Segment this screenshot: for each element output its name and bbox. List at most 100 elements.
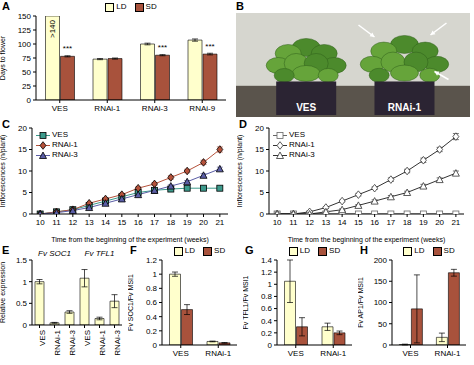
- svg-text:15: 15: [354, 218, 363, 227]
- svg-text:21: 21: [215, 218, 224, 227]
- svg-text:1: 1: [153, 270, 158, 279]
- svg-text:1.2: 1.2: [146, 256, 158, 265]
- svg-text:20: 20: [255, 124, 264, 133]
- svg-text:1.2: 1.2: [261, 268, 273, 277]
- svg-text:50: 50: [378, 320, 387, 329]
- svg-text:0.4: 0.4: [261, 317, 273, 326]
- svg-text:1: 1: [23, 278, 28, 287]
- svg-text:0.8: 0.8: [146, 284, 158, 293]
- svg-text:20: 20: [435, 218, 444, 227]
- svg-text:11: 11: [289, 218, 298, 227]
- svg-text:RNAi-1: RNAi-1: [435, 349, 461, 358]
- svg-text:0.6: 0.6: [146, 298, 158, 307]
- svg-text:0: 0: [260, 210, 265, 219]
- svg-text:10: 10: [36, 218, 45, 227]
- svg-text:10: 10: [273, 218, 282, 227]
- svg-text:11: 11: [52, 218, 61, 227]
- svg-text:25: 25: [22, 82, 31, 91]
- svg-text:0.5: 0.5: [16, 299, 28, 308]
- svg-text:VES: VES: [296, 102, 316, 113]
- svg-text:19: 19: [419, 218, 428, 227]
- svg-text:RNAi-1: RNAi-1: [388, 102, 422, 113]
- svg-text:Inflorescences (n/plant): Inflorescences (n/plant): [0, 135, 7, 208]
- svg-text:16: 16: [370, 218, 379, 227]
- svg-text:0.6: 0.6: [261, 304, 273, 313]
- svg-text:RNAi-1: RNAi-1: [94, 104, 120, 113]
- svg-text:10: 10: [255, 167, 264, 176]
- svg-text:0.4: 0.4: [146, 313, 158, 322]
- svg-text:12: 12: [305, 218, 314, 227]
- svg-text:Fv SOC1: Fv SOC1: [38, 249, 71, 258]
- svg-text:RNAi-3: RNAi-3: [113, 329, 122, 355]
- svg-text:VES: VES: [38, 330, 47, 346]
- svg-text:Relative expression: Relative expression: [0, 262, 7, 323]
- svg-text:RNAi-9: RNAi-9: [189, 104, 215, 113]
- svg-text:125: 125: [18, 26, 32, 35]
- svg-text:12: 12: [68, 218, 77, 227]
- svg-text:18: 18: [403, 218, 412, 227]
- svg-text:VES: VES: [52, 104, 68, 113]
- svg-text:13: 13: [85, 218, 94, 227]
- svg-text:RNAi-3: RNAi-3: [142, 104, 168, 113]
- svg-text:200: 200: [374, 256, 388, 265]
- svg-text:Inflorescences (n/plant): Inflorescences (n/plant): [237, 135, 244, 208]
- svg-text:20: 20: [18, 124, 27, 133]
- svg-text:10: 10: [18, 167, 27, 176]
- svg-text:Fv TFL1/Fv MSI1: Fv TFL1/Fv MSI1: [243, 275, 249, 329]
- svg-text:21: 21: [451, 218, 460, 227]
- svg-text:RNAi-1: RNAi-1: [320, 349, 346, 358]
- svg-text:Fv TFL1: Fv TFL1: [85, 249, 115, 258]
- svg-text:Fv AP1/Fv MSI1: Fv AP1/Fv MSI1: [358, 277, 364, 328]
- svg-text:0.2: 0.2: [261, 329, 273, 338]
- svg-text:100: 100: [18, 40, 32, 49]
- svg-text:0: 0: [383, 341, 388, 350]
- svg-text:20: 20: [199, 218, 208, 227]
- svg-text:19: 19: [183, 218, 192, 227]
- svg-text:75: 75: [22, 54, 31, 63]
- svg-text:VES: VES: [288, 349, 304, 358]
- svg-text:17: 17: [386, 218, 395, 227]
- svg-text:150: 150: [18, 12, 32, 21]
- svg-text:50: 50: [22, 68, 31, 77]
- svg-text:15: 15: [117, 218, 126, 227]
- svg-text:1: 1: [268, 280, 273, 289]
- svg-text:Days to flower: Days to flower: [0, 35, 7, 80]
- svg-text:Time from the beginning of the: Time from the beginning of the experimen…: [51, 236, 209, 244]
- svg-text:VES: VES: [83, 330, 92, 346]
- svg-text:5: 5: [23, 188, 28, 197]
- svg-text:Time from the beginning of the: Time from the beginning of the experimen…: [288, 236, 446, 244]
- svg-text:0: 0: [268, 341, 273, 350]
- svg-text:>140: >140: [48, 19, 57, 38]
- svg-text:***: ***: [205, 42, 214, 51]
- svg-text:1.4: 1.4: [261, 256, 273, 265]
- svg-text:VES: VES: [402, 349, 418, 358]
- html-text:LD: LD: [116, 2, 127, 11]
- svg-text:0: 0: [23, 321, 28, 330]
- html-text:SD: SD: [145, 2, 157, 11]
- svg-text:100: 100: [374, 298, 388, 307]
- svg-text:RNAi-3: RNAi-3: [68, 329, 77, 355]
- svg-text:15: 15: [255, 145, 264, 154]
- svg-text:17: 17: [150, 218, 159, 227]
- svg-text:13: 13: [321, 218, 330, 227]
- svg-text:RNAi-1: RNAi-1: [205, 349, 231, 358]
- svg-text:16: 16: [134, 218, 143, 227]
- svg-text:VES: VES: [173, 349, 189, 358]
- svg-text:0.2: 0.2: [146, 327, 158, 336]
- svg-text:15: 15: [18, 145, 27, 154]
- svg-text:Fv SOC1/Fv MSI1: Fv SOC1/Fv MSI1: [128, 274, 134, 331]
- svg-text:150: 150: [374, 277, 388, 286]
- svg-text:0.8: 0.8: [261, 292, 273, 301]
- svg-text:0: 0: [153, 341, 158, 350]
- svg-text:1.5: 1.5: [16, 256, 28, 265]
- svg-text:5: 5: [260, 188, 265, 197]
- svg-text:RNAi-1: RNAi-1: [98, 329, 107, 355]
- svg-text:18: 18: [166, 218, 175, 227]
- svg-text:***: ***: [63, 44, 72, 53]
- svg-text:0: 0: [27, 96, 32, 105]
- svg-text:RNAi-1: RNAi-1: [53, 329, 62, 355]
- svg-text:14: 14: [101, 218, 110, 227]
- svg-text:14: 14: [338, 218, 347, 227]
- svg-text:0: 0: [23, 210, 28, 219]
- svg-text:***: ***: [158, 43, 167, 52]
